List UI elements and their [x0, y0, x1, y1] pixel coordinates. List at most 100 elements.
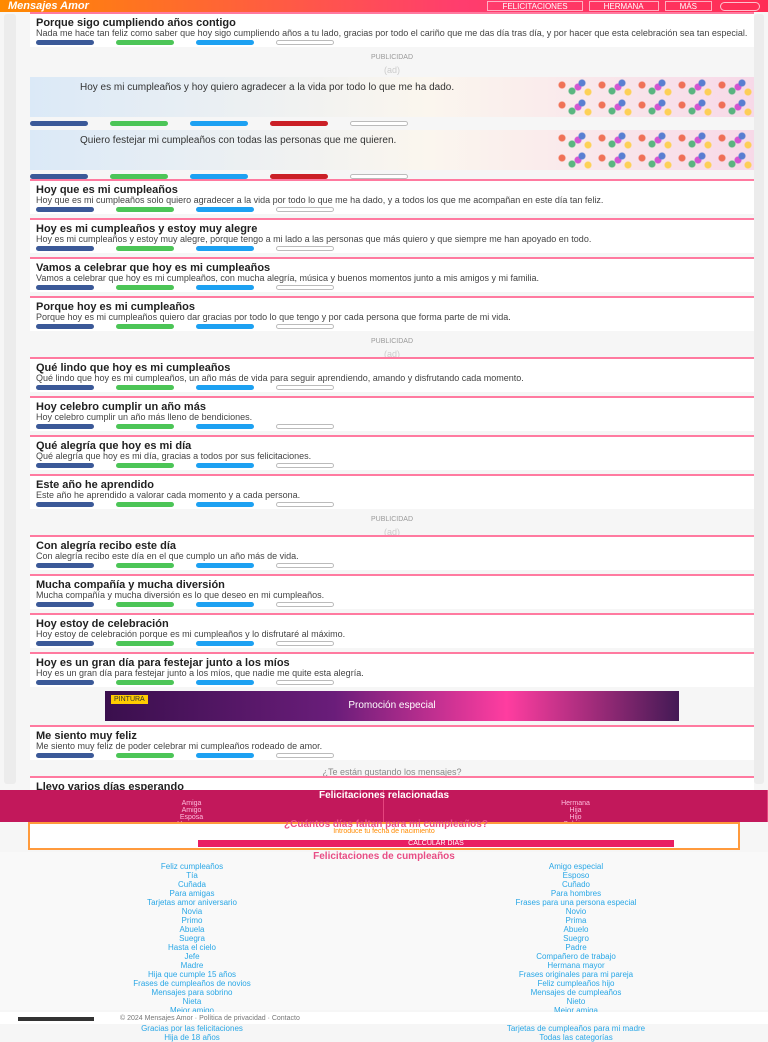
category-link[interactable]: Esposo: [562, 871, 590, 880]
twitter-share-icon[interactable]: [196, 40, 254, 45]
copy-button[interactable]: [276, 207, 334, 212]
twitter-share-icon[interactable]: [196, 563, 254, 568]
category-link[interactable]: Para amigas: [169, 889, 215, 898]
copy-button[interactable]: [276, 385, 334, 390]
copy-button[interactable]: [276, 563, 334, 568]
whatsapp-share-icon[interactable]: [116, 463, 174, 468]
category-link[interactable]: Hasta el cielo: [167, 943, 217, 952]
category-link[interactable]: Mejor amigo: [169, 1006, 214, 1015]
copy-button[interactable]: [276, 641, 334, 646]
copy-button[interactable]: [276, 324, 334, 329]
menu-button[interactable]: [720, 1, 760, 11]
facebook-share-icon[interactable]: [36, 502, 94, 507]
copy-button[interactable]: [276, 463, 334, 468]
whatsapp-share-icon[interactable]: [116, 385, 174, 390]
twitter-share-icon[interactable]: [196, 602, 254, 607]
category-link[interactable]: Mejor amiga: [553, 1006, 598, 1015]
facebook-share-icon[interactable]: [36, 463, 94, 468]
category-link[interactable]: Tarjetas de cumpleaños para mi madre: [506, 1024, 646, 1033]
category-link[interactable]: Gracias por las felicitaciones: [141, 1024, 243, 1033]
category-link[interactable]: Mensajes para sobrino: [151, 988, 233, 997]
image-message-card[interactable]: Quiero festejar mi cumpleaños con todas …: [30, 130, 754, 170]
related-link[interactable]: Hijo: [569, 814, 582, 821]
category-link[interactable]: Amigo especial: [548, 862, 604, 871]
copy-button[interactable]: [276, 40, 334, 45]
facebook-share-icon[interactable]: [36, 40, 94, 45]
copy-button[interactable]: [276, 753, 334, 758]
pinterest-share-icon[interactable]: [270, 174, 328, 179]
copy-button[interactable]: [276, 680, 334, 685]
facebook-share-icon[interactable]: [36, 753, 94, 758]
related-link[interactable]: Hija: [569, 807, 582, 814]
whatsapp-share-icon[interactable]: [116, 207, 174, 212]
category-link[interactable]: Cuñada: [177, 880, 207, 889]
calculate-days-button[interactable]: CALCULAR DÍAS: [198, 840, 674, 847]
twitter-share-icon[interactable]: [196, 680, 254, 685]
facebook-share-icon[interactable]: [36, 641, 94, 646]
facebook-share-icon[interactable]: [36, 285, 94, 290]
nav-item-mas[interactable]: MÁS: [664, 1, 712, 11]
category-link[interactable]: Compañero de trabajo: [536, 952, 616, 961]
category-link[interactable]: Padre: [565, 943, 587, 952]
site-logo[interactable]: Mensajes Amor: [8, 0, 89, 12]
whatsapp-share-icon[interactable]: [110, 174, 168, 179]
category-link[interactable]: Hermana mayor: [547, 961, 605, 970]
category-link[interactable]: Frases de cumpleaños de novios: [133, 979, 251, 988]
promo-banner[interactable]: PINTURA Promoción especial: [105, 691, 679, 721]
category-link[interactable]: Frases para una persona especial: [515, 898, 637, 907]
facebook-share-icon[interactable]: [36, 602, 94, 607]
copy-button[interactable]: [276, 502, 334, 507]
category-link[interactable]: Jefe: [184, 952, 200, 961]
category-link[interactable]: Mensajes de cumpleaños: [530, 988, 622, 997]
nav-item-hermana[interactable]: HERMANA: [588, 1, 659, 11]
facebook-share-icon[interactable]: [36, 324, 94, 329]
category-link[interactable]: Novia: [181, 907, 203, 916]
category-link[interactable]: Suegro: [563, 934, 589, 943]
facebook-share-icon[interactable]: [36, 680, 94, 685]
copy-button[interactable]: [350, 121, 408, 126]
whatsapp-share-icon[interactable]: [116, 285, 174, 290]
whatsapp-share-icon[interactable]: [116, 602, 174, 607]
twitter-share-icon[interactable]: [196, 207, 254, 212]
facebook-share-icon[interactable]: [36, 385, 94, 390]
whatsapp-share-icon[interactable]: [116, 680, 174, 685]
facebook-share-icon[interactable]: [30, 174, 88, 179]
facebook-share-icon[interactable]: [36, 424, 94, 429]
copy-button[interactable]: [276, 424, 334, 429]
category-link[interactable]: Hija que cumple 15 años: [147, 970, 237, 979]
twitter-share-icon[interactable]: [196, 385, 254, 390]
copy-button[interactable]: [276, 285, 334, 290]
whatsapp-share-icon[interactable]: [116, 641, 174, 646]
category-link[interactable]: Tía: [186, 871, 198, 880]
category-link[interactable]: Hija de 18 años: [164, 1033, 220, 1042]
nav-item-felicitaciones[interactable]: FELICITACIONES: [487, 1, 583, 11]
category-link[interactable]: Abuela: [179, 925, 205, 934]
related-link[interactable]: Amigo: [181, 807, 202, 814]
facebook-share-icon[interactable]: [36, 207, 94, 212]
category-link[interactable]: Nieta: [182, 997, 202, 1006]
category-link[interactable]: Feliz cumpleaños: [160, 862, 224, 871]
whatsapp-share-icon[interactable]: [110, 121, 168, 126]
whatsapp-share-icon[interactable]: [116, 563, 174, 568]
pinterest-share-icon[interactable]: [270, 121, 328, 126]
related-link[interactable]: Hermana: [561, 800, 590, 807]
category-link[interactable]: Abuelo: [563, 925, 589, 934]
twitter-share-icon[interactable]: [196, 285, 254, 290]
image-message-card[interactable]: Hoy es mi cumpleaños y hoy quiero agrade…: [30, 77, 754, 117]
twitter-share-icon[interactable]: [196, 641, 254, 646]
category-link[interactable]: Novio: [565, 907, 587, 916]
category-link[interactable]: Para hombres: [550, 889, 602, 898]
category-link[interactable]: Primo: [181, 916, 203, 925]
whatsapp-share-icon[interactable]: [116, 40, 174, 45]
twitter-share-icon[interactable]: [190, 121, 248, 126]
category-link[interactable]: Suegra: [179, 934, 205, 943]
twitter-share-icon[interactable]: [196, 424, 254, 429]
whatsapp-share-icon[interactable]: [116, 324, 174, 329]
related-link[interactable]: Esposa: [179, 814, 204, 821]
copy-button[interactable]: [350, 174, 408, 179]
category-link[interactable]: Nieto: [566, 997, 586, 1006]
category-link[interactable]: Madre: [180, 961, 204, 970]
twitter-share-icon[interactable]: [196, 463, 254, 468]
category-link[interactable]: Todas las categorías: [539, 1033, 613, 1042]
category-link[interactable]: Prima: [565, 916, 587, 925]
